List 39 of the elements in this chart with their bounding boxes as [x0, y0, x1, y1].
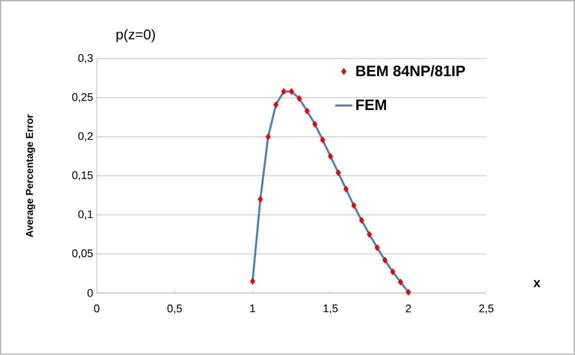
y-tick-label: 0,2	[78, 132, 93, 142]
x-tick-label: 2,5	[479, 304, 494, 314]
point	[390, 268, 396, 276]
point	[304, 108, 310, 115]
y-axis-title: Average Percentage Error	[26, 114, 36, 238]
point	[382, 256, 388, 264]
point	[359, 217, 364, 224]
point	[336, 169, 341, 176]
point	[328, 153, 334, 160]
point	[320, 136, 326, 144]
point	[258, 196, 263, 203]
x-axis-title: x	[533, 280, 540, 288]
y-tick-label: 0	[88, 289, 93, 298]
point	[374, 244, 380, 252]
point	[366, 231, 372, 238]
x-tick-label: 1	[250, 304, 256, 312]
x-tick-label: 2	[406, 304, 411, 312]
x-tick-label: 0	[94, 304, 100, 312]
point	[406, 288, 411, 296]
y-tick-label: 0,15	[72, 171, 93, 181]
point	[343, 186, 349, 193]
x-tick-label: 0,5	[167, 304, 182, 314]
x-tick-label: 1,5	[324, 304, 338, 314]
point	[273, 102, 279, 108]
point	[351, 202, 356, 210]
legend-label: FEM	[356, 100, 386, 110]
y-tick-label: 0,05	[72, 250, 93, 259]
point	[250, 278, 256, 285]
point	[266, 134, 271, 140]
legend-label: BEM 84NP/81IP	[356, 65, 465, 77]
point	[296, 95, 302, 102]
point	[288, 88, 294, 96]
point	[312, 121, 318, 128]
y-tick-label: 0,3	[78, 54, 93, 64]
y-tick-label: 0,1	[78, 210, 93, 220]
point	[281, 88, 286, 96]
y-tick-label: 0,25	[72, 93, 93, 102]
chart-title: p(z=0)	[116, 29, 155, 42]
point	[398, 278, 404, 286]
